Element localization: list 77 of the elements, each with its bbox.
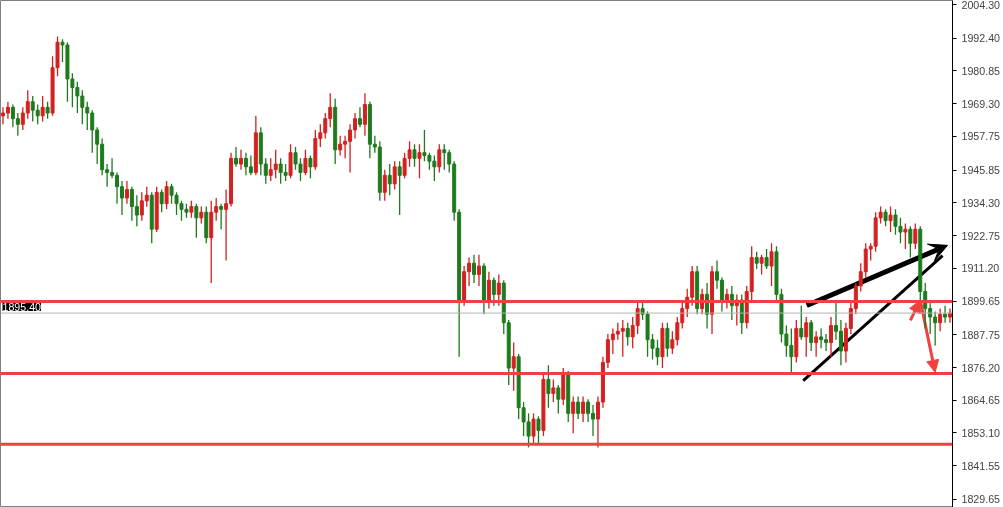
candlestick <box>838 319 843 366</box>
y-tick-label: 1876.20 <box>961 361 1001 374</box>
candlestick <box>531 412 536 446</box>
candlestick <box>625 322 630 347</box>
y-tick-label: 1957.75 <box>961 130 1001 143</box>
y-tick-label: 1945.85 <box>961 164 1001 177</box>
candlestick <box>338 135 343 157</box>
candlestick <box>303 149 308 177</box>
candlestick <box>288 143 293 179</box>
candlestick <box>273 149 278 179</box>
ref-line-label: 1895.40 <box>2 301 42 314</box>
candlestick <box>476 254 481 287</box>
candlestick <box>442 143 447 171</box>
candlestick <box>40 95 45 123</box>
candlestick <box>387 163 392 196</box>
candlestick <box>804 316 809 358</box>
y-tick-label: 1911.20 <box>961 262 1000 275</box>
candlestick <box>551 378 556 403</box>
candlestick <box>586 398 591 423</box>
candlestick <box>829 316 834 358</box>
y-tick-label: 1922.75 <box>961 229 1001 242</box>
candlestick <box>759 254 764 276</box>
candlestick <box>903 222 908 250</box>
candlestick <box>417 143 422 179</box>
candlestick <box>809 319 814 352</box>
candlestick <box>571 395 576 434</box>
candlestick <box>164 180 169 211</box>
candlestick <box>799 305 804 341</box>
candlestick <box>437 143 442 174</box>
y-tick-label: 1934.30 <box>961 196 1001 209</box>
y-tick-label: 1899.65 <box>961 295 1001 308</box>
candlestick <box>814 330 819 358</box>
candlestick <box>819 327 824 349</box>
candlestick <box>397 160 402 216</box>
candlestick <box>576 395 581 420</box>
candlestick <box>581 395 586 423</box>
candlestick <box>491 276 496 307</box>
y-tick-label: 1887.75 <box>961 328 1001 341</box>
y-tick-label: 1841.55 <box>961 459 1001 472</box>
candlestick <box>194 203 199 239</box>
candlestick <box>219 203 224 230</box>
candlestick <box>943 305 948 324</box>
y-tick-label: 1992.40 <box>961 32 1001 45</box>
candlestick <box>5 101 10 120</box>
candlestick <box>620 319 625 358</box>
y-tick-label: 1969.30 <box>961 97 1001 110</box>
candlestick <box>238 149 243 171</box>
candlestick <box>938 307 943 332</box>
candlestick <box>392 160 397 191</box>
y-tick-label: 1829.65 <box>961 493 1001 506</box>
candlestick <box>486 271 491 310</box>
candlestick <box>536 415 541 446</box>
candlestick <box>248 154 253 177</box>
y-tick-label: 1980.85 <box>961 64 1001 77</box>
candlestick <box>511 341 516 392</box>
candlestick <box>35 103 40 125</box>
candlestick <box>913 222 918 250</box>
y-tick-label: 1853.10 <box>961 426 1001 439</box>
candlestick <box>764 248 769 270</box>
candlestick <box>159 188 164 213</box>
candlestick <box>357 106 362 128</box>
candlestick <box>308 154 313 179</box>
candlestick <box>888 205 893 233</box>
candlestick <box>496 273 501 307</box>
candlestick <box>665 322 670 358</box>
candlestick <box>412 143 417 168</box>
y-tick-label: 1864.65 <box>961 394 1001 407</box>
y-tick-label: 2004.30 <box>961 0 1001 11</box>
candlestick <box>362 92 367 137</box>
candlestick <box>546 364 551 409</box>
candlestick <box>124 180 129 205</box>
candlestick <box>908 225 913 259</box>
candlestick <box>234 146 239 168</box>
candlestick <box>472 254 477 284</box>
candlestick <box>556 384 561 415</box>
candlestick <box>769 242 774 287</box>
candlestick <box>382 169 387 202</box>
